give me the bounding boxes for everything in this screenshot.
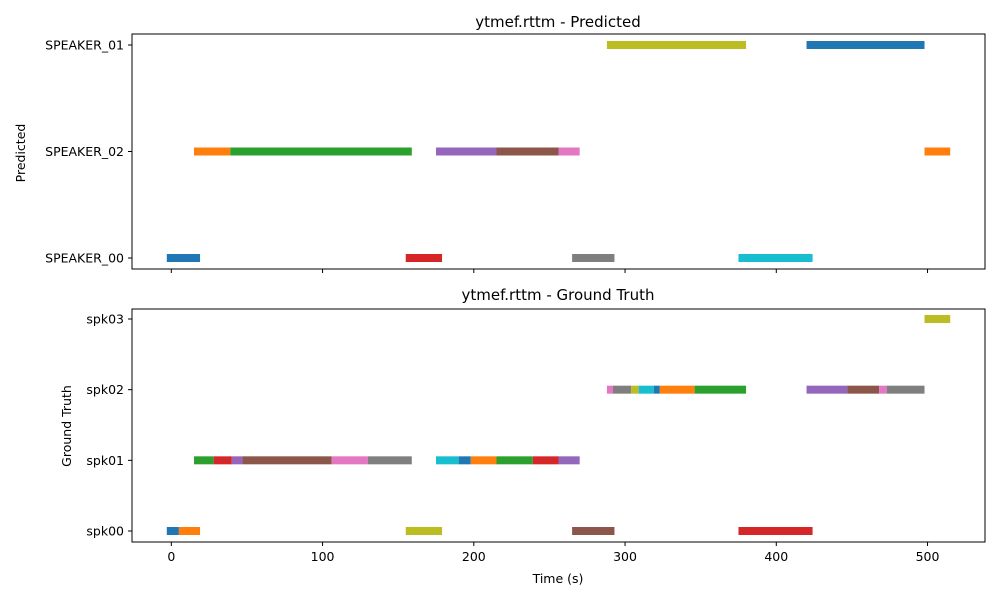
segment-spk01-5: [194, 456, 214, 465]
segment-speaker-02-6: [435, 147, 497, 156]
segment-speaker-00-0: [166, 254, 201, 262]
segment-spk02-20: [638, 385, 654, 394]
y-tick-label: spk01: [86, 453, 124, 468]
segment-layer: [166, 315, 951, 535]
segment-spk02-26: [879, 385, 887, 394]
segment-speaker-00-3: [738, 254, 813, 262]
segment-speaker-01-10: [606, 41, 747, 49]
x-tick-label: 400: [764, 549, 788, 564]
segment-spk01-11: [435, 456, 459, 465]
x-axis-title: Time (s): [532, 571, 584, 586]
y-tick-label: SPEAKER_02: [45, 144, 124, 159]
y-axis-title: Predicted: [13, 124, 28, 183]
segment-spk01-12: [458, 456, 471, 465]
x-tick-label: 200: [462, 549, 486, 564]
segment-spk01-16: [558, 456, 580, 465]
segment-spk00-2: [405, 527, 443, 535]
ground-truth-panel: ytmef.rttm - Ground Truth Ground Truth T…: [59, 286, 986, 586]
segment-spk02-21: [653, 385, 660, 394]
x-tick-label: 300: [613, 549, 637, 564]
segment-spk02-24: [806, 385, 848, 394]
segment-spk01-14: [496, 456, 533, 465]
segment-spk02-23: [694, 385, 747, 394]
segment-spk02-27: [886, 385, 925, 394]
y-tick-label: spk03: [86, 312, 124, 327]
y-tick-label: SPEAKER_00: [45, 251, 124, 266]
segment-spk00-1: [178, 527, 201, 535]
segment-speaker-00-2: [572, 254, 615, 262]
x-tick-label: 100: [311, 549, 335, 564]
chart-title: ytmef.rttm - Predicted: [475, 13, 640, 31]
segment-speaker-02-9: [924, 147, 951, 156]
predicted-panel: ytmef.rttm - Predicted Predicted SPEAKER…: [13, 13, 986, 273]
segment-spk01-9: [331, 456, 368, 465]
segment-spk02-19: [631, 385, 639, 394]
plot-frame: [131, 33, 986, 270]
segment-speaker-00-1: [405, 254, 443, 262]
y-tick-label: SPEAKER_01: [45, 38, 124, 53]
x-tick-label: 0: [167, 549, 175, 564]
segment-speaker-02-7: [496, 147, 559, 156]
segment-spk02-17: [606, 385, 613, 394]
segment-spk00-0: [166, 527, 179, 535]
segment-spk03-28: [924, 315, 951, 323]
segment-spk01-8: [242, 456, 332, 465]
segment-spk01-6: [213, 456, 232, 465]
segment-spk02-25: [847, 385, 880, 394]
segment-spk02-18: [612, 385, 632, 394]
segment-speaker-02-4: [194, 147, 231, 156]
segment-speaker-02-8: [558, 147, 580, 156]
segment-spk00-4: [738, 527, 813, 535]
segment-speaker-02-5: [230, 147, 412, 156]
tick-layer: 0 100 200 300 400 500 spk00 spk01 spk02 spk03: [86, 312, 939, 565]
segment-layer: [166, 41, 951, 262]
segment-spk01-15: [532, 456, 559, 465]
segment-spk02-22: [659, 385, 695, 394]
segment-spk01-13: [470, 456, 497, 465]
tick-layer: SPEAKER_00 SPEAKER_02 SPEAKER_01: [45, 38, 929, 273]
x-tick-label: 500: [916, 549, 940, 564]
y-tick-label: spk02: [86, 382, 124, 397]
plot-frame: [131, 308, 986, 543]
segment-spk01-7: [231, 456, 243, 465]
segment-spk01-10: [367, 456, 412, 465]
y-tick-label: spk00: [86, 524, 124, 539]
chart-title: ytmef.rttm - Ground Truth: [461, 286, 654, 304]
y-axis-title: Ground Truth: [59, 385, 74, 467]
segment-speaker-01-11: [806, 41, 925, 49]
segment-spk00-3: [572, 527, 615, 535]
